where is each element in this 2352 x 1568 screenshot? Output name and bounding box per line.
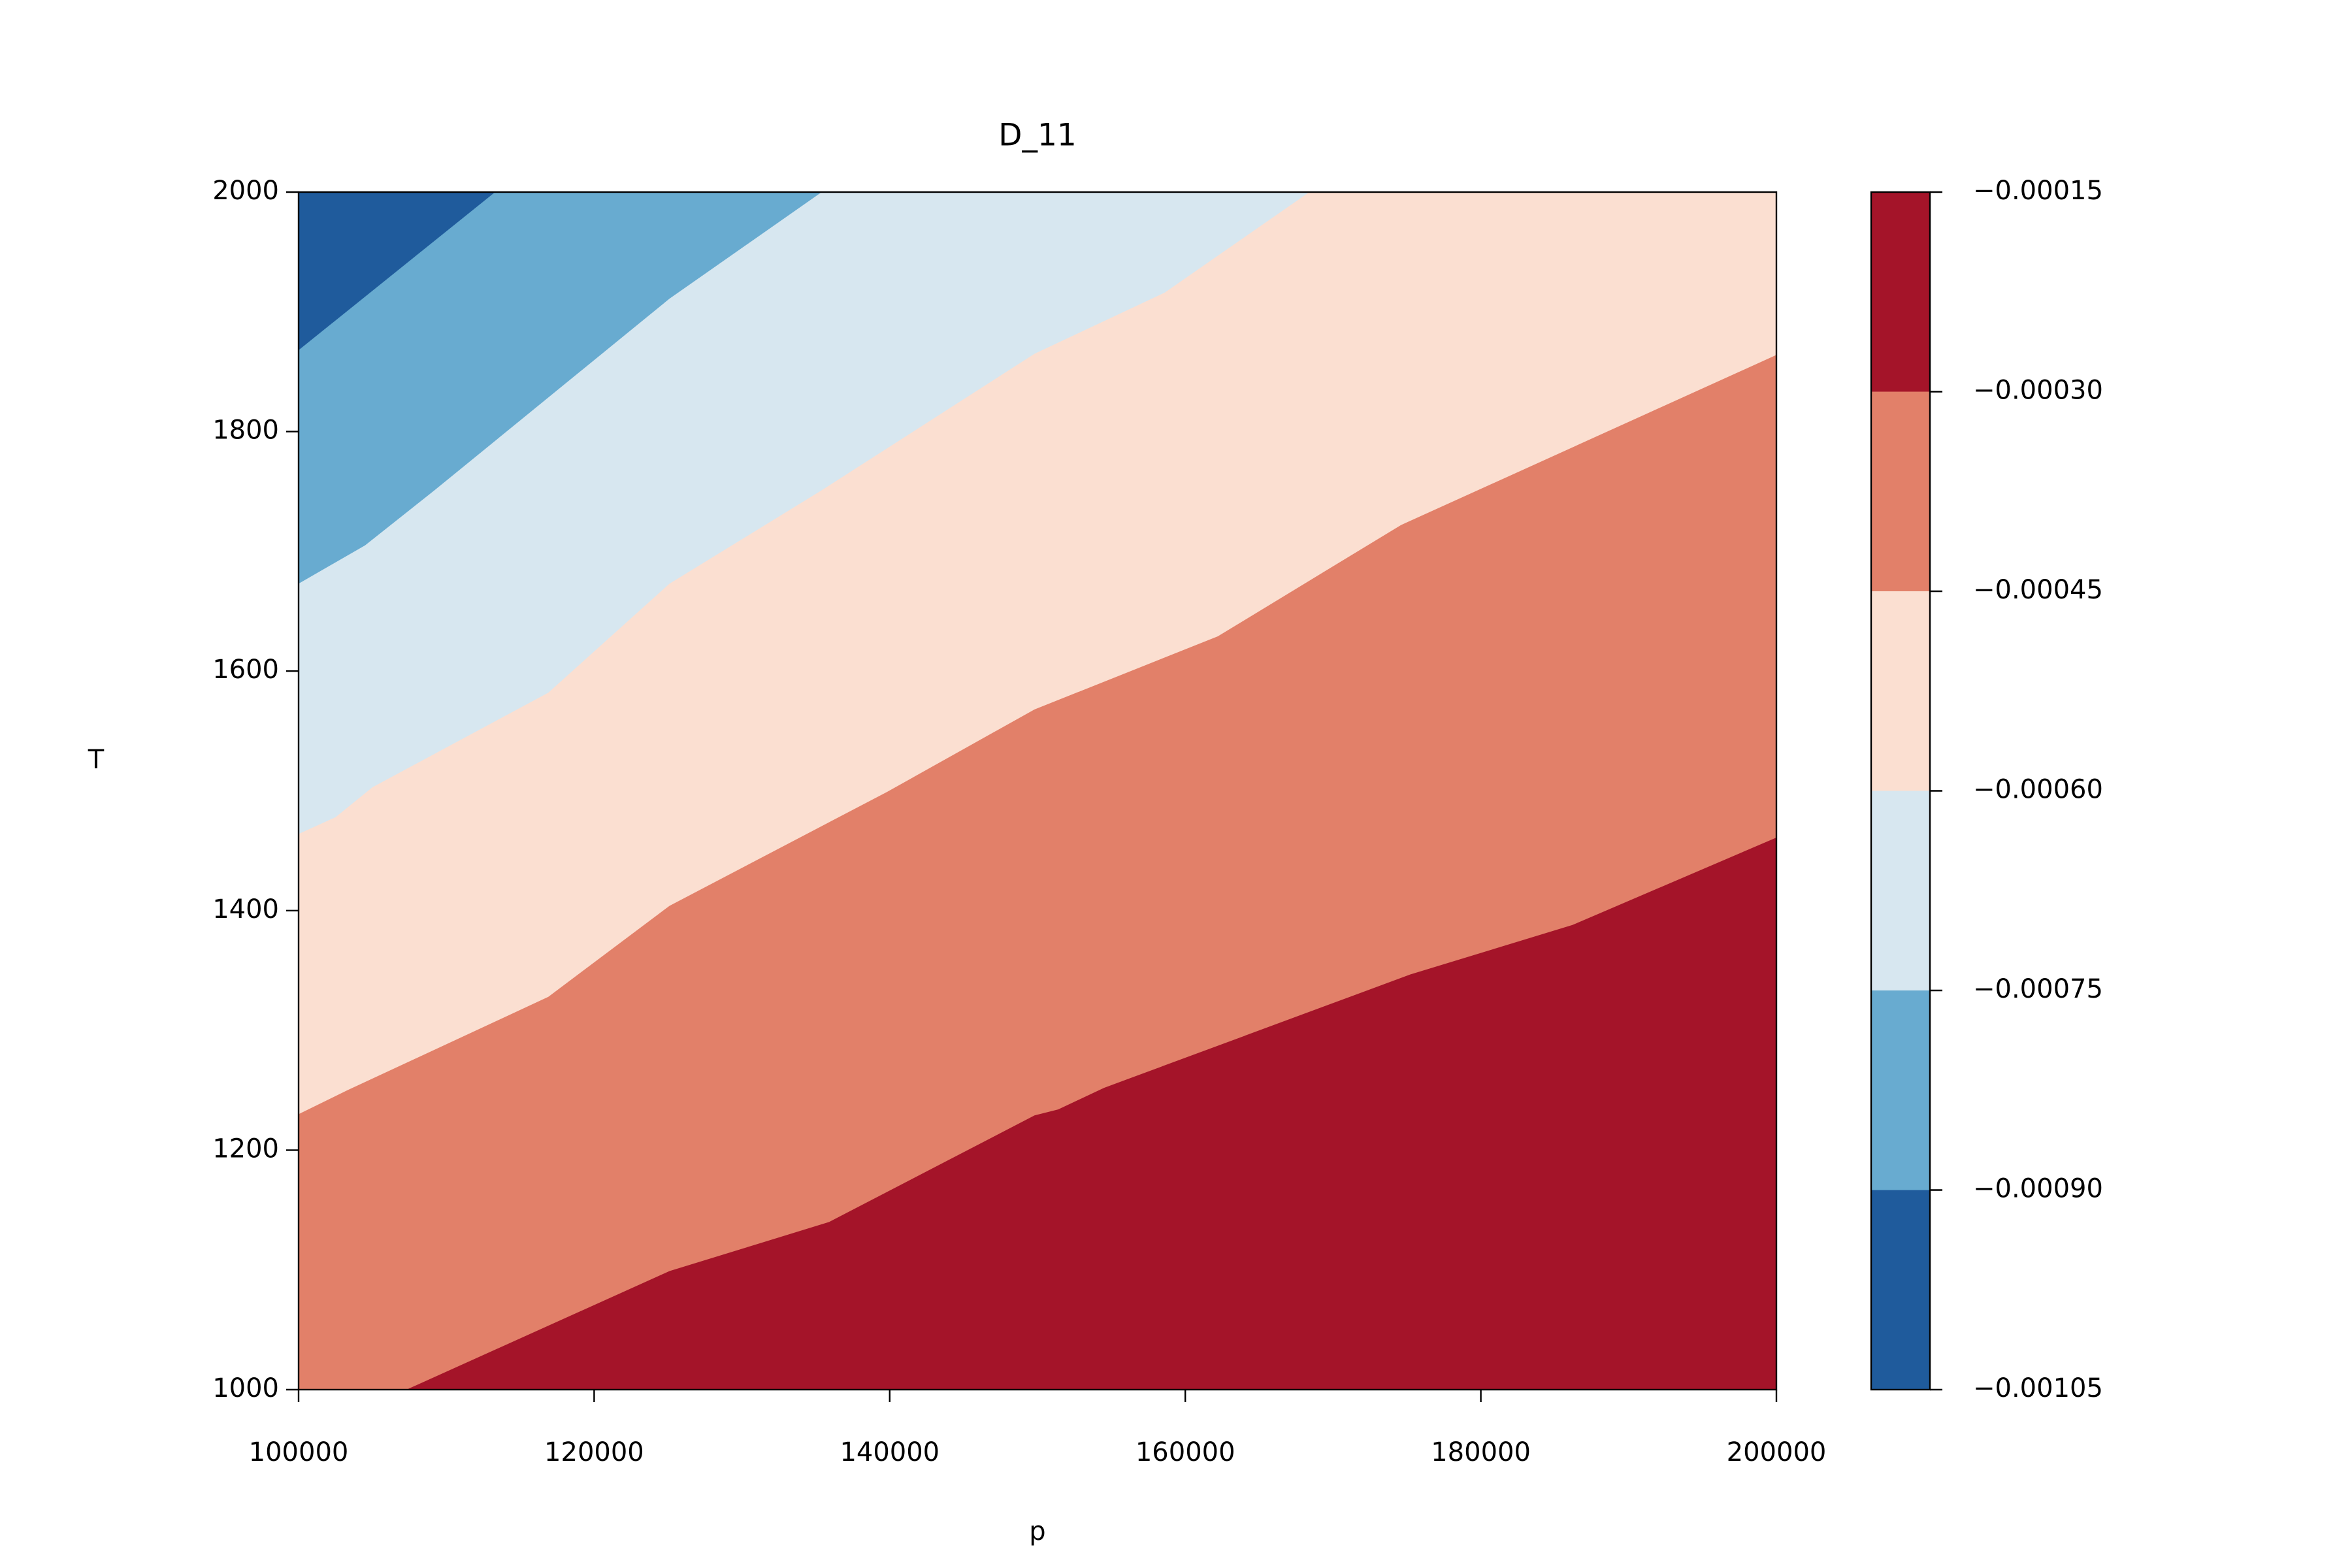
x-tick-label: 160000 — [1135, 1437, 1235, 1467]
x-tick-label: 200000 — [1727, 1437, 1827, 1467]
x-tick-label: 180000 — [1431, 1437, 1531, 1467]
y-tick-label: 1000 — [212, 1373, 279, 1403]
colorbar-tick-label: −0.00060 — [1973, 775, 2103, 805]
colorbar-tick-label: −0.00015 — [1973, 176, 2103, 206]
y-tick-label: 1600 — [212, 655, 279, 685]
y-tick-label: 1200 — [212, 1134, 279, 1164]
colorbar-band — [1871, 1190, 1930, 1390]
colorbar-band — [1871, 391, 1930, 591]
y-tick-label: 2000 — [212, 176, 279, 206]
chart-title: D_11 — [998, 118, 1077, 154]
contour-region — [299, 192, 495, 350]
plot-frame — [297, 191, 1778, 1391]
colorbar-band — [1871, 192, 1930, 392]
y-axis-label: T — [88, 745, 105, 775]
colorbar-tick-label: −0.00030 — [1973, 376, 2103, 406]
x-tick-label: 140000 — [840, 1437, 939, 1467]
contour-region — [299, 192, 822, 584]
x-tick-label: 100000 — [249, 1437, 349, 1467]
colorbar-band — [1871, 990, 1930, 1190]
colorbar-band — [1871, 591, 1930, 791]
colorbar-tick-label: −0.00105 — [1973, 1373, 2103, 1403]
x-axis-label: p — [1029, 1516, 1045, 1546]
colorbar-tick-label: −0.00090 — [1973, 1174, 2103, 1204]
colorbar-tick-label: −0.00075 — [1973, 974, 2103, 1004]
y-tick-label: 1800 — [212, 416, 279, 446]
colorbar-band — [1871, 791, 1930, 990]
colorbar-tick-label: −0.00045 — [1973, 575, 2103, 605]
y-tick-label: 1400 — [212, 894, 279, 924]
x-tick-label: 120000 — [544, 1437, 644, 1467]
